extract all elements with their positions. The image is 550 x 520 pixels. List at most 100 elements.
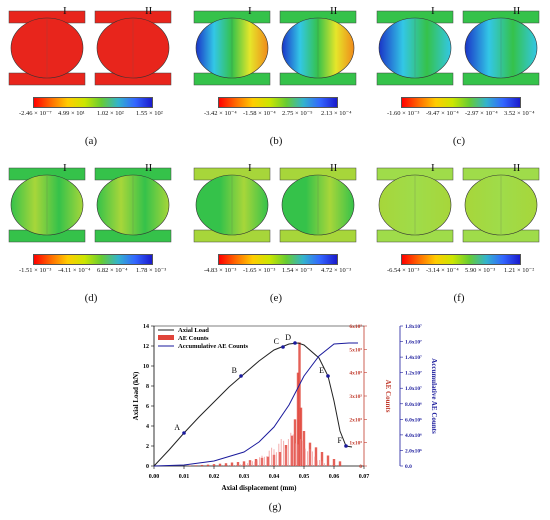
ae-count-bar xyxy=(230,465,232,466)
panel-b: I II -3.42 × 10⁻⁴ -1.58 × 10⁻⁴ 2.75 × 10⁻⁵ 2.… xyxy=(190,3,362,147)
ae-count-bar xyxy=(242,464,244,466)
y2-tick-label: 0 xyxy=(359,464,362,470)
panel-f: I II -6.54 × 10⁻³ -3.14 × 10⁻⁴ 5.90 × 10⁻³ 1.… xyxy=(373,160,545,304)
x-tick-label: 0.07 xyxy=(359,474,370,480)
ae-count-bar xyxy=(242,461,246,466)
colorbar-tick: 1.02 × 10² xyxy=(97,110,124,117)
ae-count-bar xyxy=(331,465,333,466)
colorbar-tick: -1.60 × 10⁻³ xyxy=(387,110,420,117)
ae-count-bar xyxy=(249,461,251,466)
y-tick-label: 4 xyxy=(146,424,149,430)
point-label: D xyxy=(285,333,291,342)
ae-count-bar xyxy=(309,449,311,466)
ae-count-bar xyxy=(224,463,228,466)
colorbar xyxy=(401,254,521,265)
y-axis-title: Axial Load (kN) xyxy=(132,371,140,420)
ae-count-bar xyxy=(251,461,253,466)
panel-tag: (b) xyxy=(269,135,283,147)
colorbar xyxy=(33,254,153,265)
ae-count-bar xyxy=(285,448,287,466)
colorbar-tick: -3.42 × 10⁻⁴ xyxy=(204,110,237,117)
colorbar-tick: 6.82 × 10⁻⁴ xyxy=(97,267,128,274)
ae-count-bar xyxy=(293,419,297,466)
panel-tag-g: (g) xyxy=(268,501,282,513)
point-marker xyxy=(344,444,348,448)
point-label: A xyxy=(174,423,180,432)
point-marker xyxy=(281,345,285,349)
colorbar-tick: -1.65 × 10⁻³ xyxy=(243,267,276,274)
legend-swatch-ae xyxy=(158,335,174,340)
y3-tick-label: 1.6x10⁷ xyxy=(405,340,422,346)
ae-count-bar xyxy=(338,461,342,466)
specimen-label-i: I xyxy=(248,5,252,17)
y-tick-label: 8 xyxy=(146,384,149,390)
x-tick-label: 0.04 xyxy=(269,474,280,480)
y-tick-label: 0 xyxy=(146,464,149,470)
specimen-label-i: I xyxy=(248,162,252,174)
panel-tag: (d) xyxy=(84,292,98,304)
ae-count-bar xyxy=(237,464,239,466)
specimen-label-ii: II xyxy=(330,5,338,17)
y2-tick-label: 2x10⁵ xyxy=(349,417,362,423)
x-axis-title: Axial displacement (mm) xyxy=(221,484,297,492)
ae-count-bar xyxy=(328,464,330,466)
ae-count-bar xyxy=(244,464,246,466)
ae-count-bar xyxy=(290,435,294,466)
specimen-label-ii: II xyxy=(513,162,521,174)
colorbar-tick: 4.72 × 10⁻³ xyxy=(321,267,352,274)
x-tick-label: 0.05 xyxy=(299,474,310,480)
colorbar xyxy=(218,97,338,108)
ae-count-bar xyxy=(292,434,294,466)
ae-count-bar xyxy=(332,459,336,466)
specimen-label-i: I xyxy=(63,5,67,17)
point-label: B xyxy=(232,366,237,375)
ae-count-bar xyxy=(304,448,306,466)
ae-count-bar xyxy=(259,457,261,466)
ae-count-bar xyxy=(321,461,323,466)
y2-tick-label: 3x10⁵ xyxy=(349,394,362,400)
y3-tick-label: 8.0x10⁶ xyxy=(405,402,422,408)
colorbar-tick: -1.51 × 10⁻³ xyxy=(19,267,52,274)
colorbar-ticks: -3.42 × 10⁻⁴ -1.58 × 10⁻⁴ 2.75 × 10⁻⁵ 2.13 … xyxy=(204,109,362,117)
ae-count-bar xyxy=(236,462,240,466)
x-tick-label: 0.02 xyxy=(209,474,220,480)
panel-tag: (c) xyxy=(452,135,466,147)
ae-count-bar xyxy=(290,432,292,466)
colorbar-tick: 3.52 × 10⁻⁴ xyxy=(504,110,535,117)
colorbar xyxy=(218,254,338,265)
ae-count-bar xyxy=(320,452,324,466)
x-tick-label: 0.06 xyxy=(329,474,340,480)
ae-count-bar xyxy=(232,465,234,466)
colorbar-tick: 5.90 × 10⁻³ xyxy=(465,267,496,274)
specimen-render xyxy=(376,167,540,243)
y2-tick-label: 5x10⁵ xyxy=(349,347,362,353)
y-tick-label: 12 xyxy=(143,344,149,350)
ae-count-bar xyxy=(266,456,270,466)
y2-tick-label: 1x10⁵ xyxy=(349,441,362,447)
specimen-label-ii: II xyxy=(145,5,153,17)
colorbar xyxy=(401,97,521,108)
colorbar-tick: -4.11 × 10⁻⁴ xyxy=(58,267,91,274)
ae-count-bar xyxy=(254,459,258,466)
colorbar-tick: 2.75 × 10⁻⁵ xyxy=(282,110,313,117)
point-label: E xyxy=(319,366,324,375)
colorbar-tick: 1.78 × 10⁻³ xyxy=(136,267,167,274)
ae-count-bar xyxy=(278,443,280,466)
specimen-label-i: I xyxy=(63,162,67,174)
ae-count-bar xyxy=(297,444,299,466)
ae-count-bar xyxy=(295,443,297,466)
panel-tag: (f) xyxy=(453,292,465,304)
y3-tick-label: 4.0x10⁶ xyxy=(405,433,422,439)
ae-count-bar xyxy=(235,465,237,466)
specimen-render xyxy=(193,10,357,86)
specimen-render xyxy=(8,10,172,86)
y3-tick-label: 1.0x10⁷ xyxy=(405,386,422,392)
ae-count-bar xyxy=(311,451,313,466)
panel-d: I II -1.51 × 10⁻³ -4.11 × 10⁻⁴ 6.82 × 10⁻⁴ 1.… xyxy=(5,160,177,304)
ae-count-bar xyxy=(283,440,285,466)
ae-count-bar xyxy=(247,463,249,466)
ae-count-bar xyxy=(239,464,241,466)
y3-tick-label: 1.8x10⁷ xyxy=(405,324,422,330)
ae-count-bar xyxy=(278,452,282,466)
